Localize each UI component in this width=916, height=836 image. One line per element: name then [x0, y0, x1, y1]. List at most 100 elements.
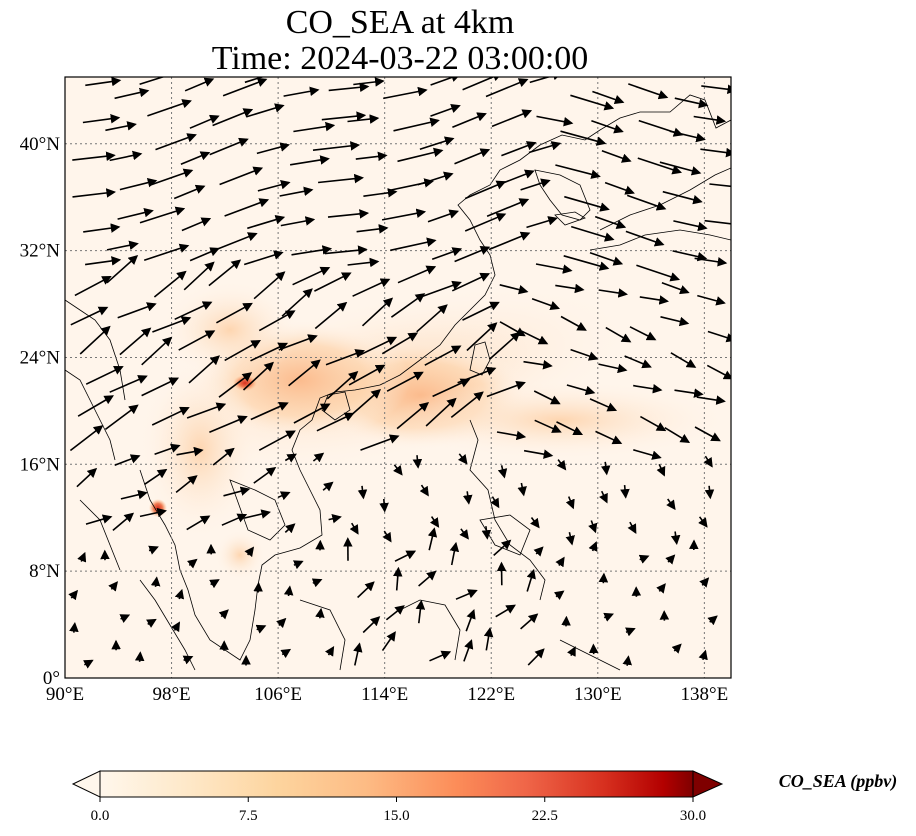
wind-arrow — [659, 161, 702, 176]
wind-arrow — [588, 541, 598, 552]
wind-arrow — [464, 212, 507, 232]
wind-arrow — [588, 520, 598, 534]
wind-arrow — [555, 556, 565, 568]
latitude-tick-label: 24°N — [20, 347, 61, 368]
wind-arrow — [221, 513, 248, 526]
wind-arrow — [253, 581, 263, 593]
wind-arrow — [257, 180, 291, 192]
wind-arrow — [149, 168, 194, 187]
wind-arrow — [362, 616, 381, 634]
wind-arrow — [224, 340, 261, 362]
wind-arrow — [666, 498, 676, 511]
wind-arrow — [119, 177, 158, 191]
wind-arrow — [381, 332, 419, 355]
wind-arrow — [636, 264, 681, 282]
wind-arrow — [633, 449, 662, 460]
wind-arrow — [84, 256, 122, 266]
wind-arrow — [186, 515, 211, 531]
wind-arrow — [452, 112, 487, 129]
coastlines — [65, 94, 731, 671]
colorbar-max-extend — [692, 770, 724, 798]
wind-arrow — [429, 650, 452, 662]
colorbar-bar — [99, 770, 694, 798]
wind-arrow — [277, 491, 291, 501]
co-concentration-field — [65, 77, 731, 678]
wind-arrow — [603, 612, 614, 622]
wind-arrow — [483, 627, 494, 651]
colorbar-tick-label: 7.5 — [239, 808, 258, 824]
wind-arrow — [570, 225, 615, 242]
wind-arrow — [565, 532, 575, 546]
wind-arrow — [390, 237, 437, 252]
wind-arrow — [108, 581, 118, 592]
wind-arrow — [250, 402, 289, 421]
wind-arrow — [670, 352, 697, 368]
wind-arrow — [429, 516, 440, 528]
wind-arrow — [379, 498, 389, 513]
wind-arrow — [141, 336, 173, 366]
wind-arrow — [493, 539, 512, 556]
wind-arrow — [592, 90, 625, 105]
wind-arrow — [147, 99, 192, 117]
wind-arrow — [170, 621, 181, 633]
wind-arrow — [112, 512, 135, 532]
wind-arrow — [397, 265, 437, 284]
wind-arrow — [595, 430, 623, 445]
wind-arrow — [292, 266, 331, 286]
wind-arrow — [359, 336, 398, 356]
wind-arrow — [255, 624, 267, 634]
wind-arrow — [528, 141, 562, 154]
wind-arrow — [604, 181, 635, 195]
wind-arrow — [180, 151, 211, 166]
wind-arrow — [570, 348, 599, 361]
latitude-tick-labels: 0° 8°N 16°N 24°N 32°N 40°N — [20, 134, 61, 689]
wind-arrow — [501, 141, 537, 157]
wind-arrow — [357, 485, 368, 500]
wind-arrow — [432, 378, 471, 398]
wind-arrow — [704, 219, 731, 225]
wind-arrow — [412, 455, 423, 469]
wind-arrow — [560, 315, 587, 331]
wind-arrow — [288, 359, 321, 387]
wind-arrow — [605, 326, 632, 343]
wind-arrow — [430, 77, 461, 86]
wind-arrow — [598, 572, 609, 584]
wind-arrow — [570, 94, 615, 111]
wind-arrow — [77, 551, 87, 563]
wind-arrow — [155, 133, 197, 151]
wind-arrow — [174, 588, 185, 600]
wind-arrow — [415, 599, 426, 624]
wind-arrow — [520, 613, 539, 630]
wind-arrow — [215, 232, 258, 251]
wind-arrow — [706, 364, 731, 380]
wind-arrow — [526, 216, 558, 229]
wind-arrow — [622, 655, 632, 666]
wind-arrow — [394, 550, 417, 562]
wind-arrow — [181, 217, 212, 232]
wind-arrow — [77, 395, 114, 417]
wind-arrow — [491, 109, 533, 128]
wind-arrow — [499, 284, 529, 295]
wind-arrow — [463, 639, 474, 662]
wind-arrow — [660, 316, 690, 327]
wind-arrow — [209, 579, 220, 589]
colorbar-tick-label: 15.0 — [383, 808, 409, 824]
wind-arrow — [284, 453, 297, 463]
wind-arrow — [694, 426, 721, 442]
wind-arrow — [314, 301, 348, 330]
wind-arrow — [312, 452, 325, 463]
wind-arrow — [709, 183, 731, 188]
wind-arrow — [224, 198, 270, 217]
wind-arrow — [315, 607, 325, 619]
wind-arrow — [119, 614, 131, 623]
wind-arrow — [106, 240, 139, 251]
wind-arrow — [152, 316, 192, 333]
wind-arrow — [85, 77, 122, 87]
wind-arrow — [109, 150, 143, 162]
wind-arrow — [664, 427, 691, 444]
wind-arrow — [520, 178, 551, 191]
wind-arrow — [291, 245, 333, 256]
wind-arrow — [188, 355, 220, 384]
wind-arrow — [393, 464, 403, 476]
wind-arrow — [564, 195, 610, 212]
